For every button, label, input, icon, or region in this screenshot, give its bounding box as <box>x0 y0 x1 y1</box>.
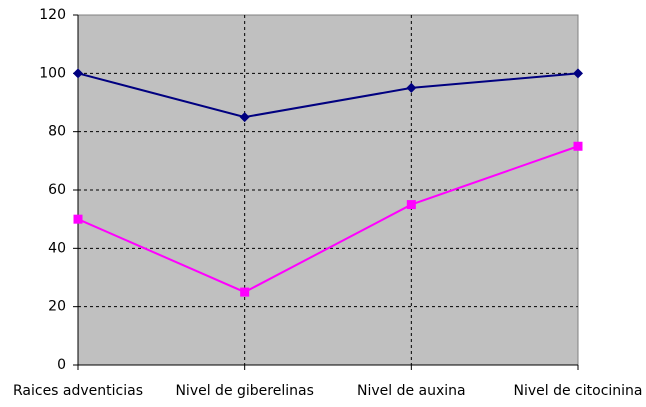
marker <box>73 68 83 79</box>
marker <box>573 68 583 79</box>
y-tick-label: 20 <box>48 299 66 315</box>
y-tick-label: 40 <box>48 240 66 256</box>
marker <box>240 287 250 297</box>
x-tick-label: Raices adventicias <box>13 383 143 399</box>
x-tick-label: Nivel de citocinina <box>514 383 643 399</box>
y-tick-label: 120 <box>39 7 66 23</box>
marker <box>239 112 250 123</box>
x-tick-label: Nivel de auxina <box>357 383 466 399</box>
y-tick-label: 100 <box>39 65 66 81</box>
x-tick-label: Nivel de giberelinas <box>175 383 313 399</box>
marker <box>73 214 83 224</box>
y-tick-label: 80 <box>48 124 66 140</box>
marker <box>573 141 583 151</box>
series-line <box>77 145 579 294</box>
marker <box>406 200 416 210</box>
marker <box>406 82 417 93</box>
series-line <box>77 72 579 119</box>
y-tick-label: 60 <box>48 182 66 198</box>
y-tick-label: 0 <box>57 357 66 373</box>
